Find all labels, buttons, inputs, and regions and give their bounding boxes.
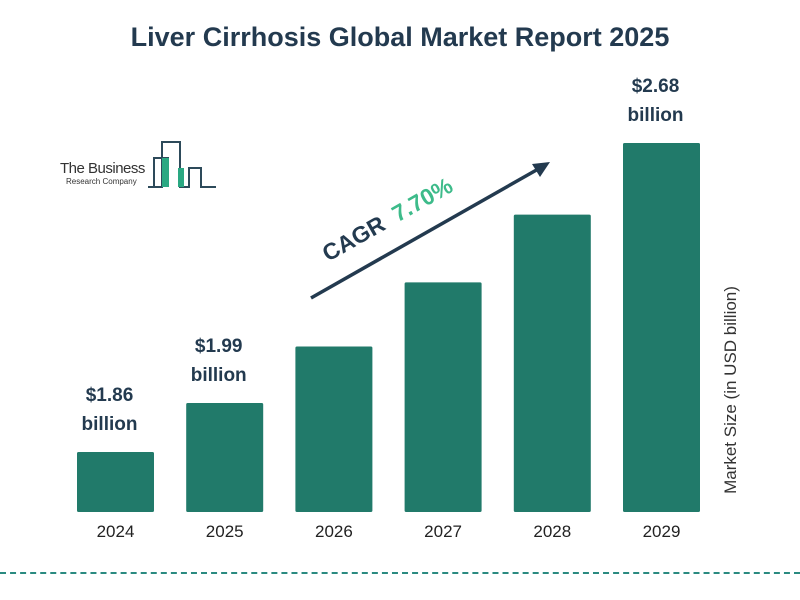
chart-title: Liver Cirrhosis Global Market Report 202… xyxy=(130,22,670,52)
x-tick-label: 2025 xyxy=(206,522,244,541)
cagr-value: 7.70% xyxy=(387,172,457,227)
svg-text:CAGR 7.70%: CAGR 7.70% xyxy=(318,172,457,266)
bar-2029 xyxy=(623,143,700,512)
y-axis-label: Market Size (in USD billion) xyxy=(721,286,740,494)
bar-2026 xyxy=(295,346,373,512)
data-label-unit: billion xyxy=(82,414,138,435)
bar-2024 xyxy=(77,452,154,512)
footer-divider xyxy=(0,572,800,574)
data-label-value: $1.86 xyxy=(86,385,134,406)
logo: The Business Research Company xyxy=(58,140,228,192)
logo-line1: The Business xyxy=(60,160,145,177)
x-tick-label: 2028 xyxy=(533,522,571,541)
bar-2027 xyxy=(404,282,482,512)
x-tick-label: 2027 xyxy=(424,522,462,541)
logo-line2: Research Company xyxy=(66,177,137,186)
data-label-value: $1.99 xyxy=(195,336,243,357)
x-tick-label: 2029 xyxy=(643,522,681,541)
cagr-arrow xyxy=(310,162,550,300)
bar-2025 xyxy=(186,403,264,512)
x-tick-label: 2026 xyxy=(315,522,353,541)
data-label-unit: billion xyxy=(191,365,247,386)
data-label-unit: billion xyxy=(628,105,684,126)
bar-2028 xyxy=(513,214,591,512)
data-label-value: $2.68 xyxy=(632,76,680,97)
logo-bars-icon xyxy=(148,141,216,188)
x-tick-label: 2024 xyxy=(97,522,135,541)
